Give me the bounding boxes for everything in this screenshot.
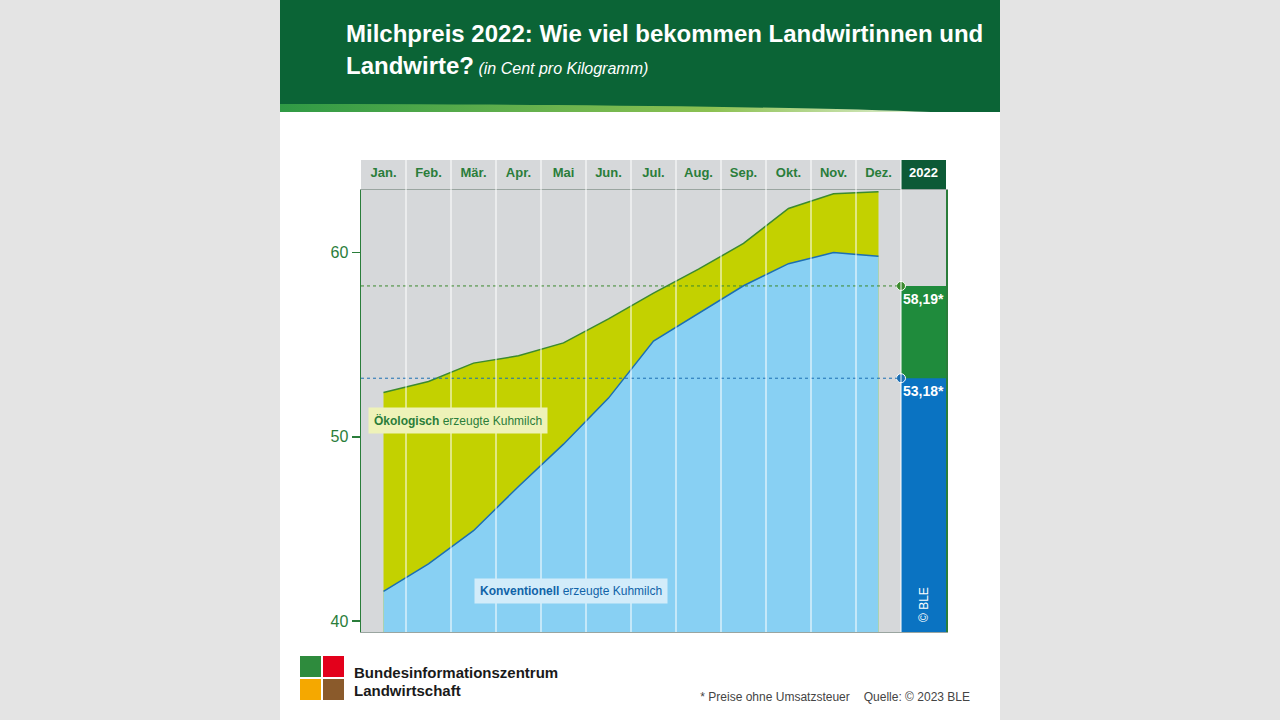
svg-text:40: 40 [331,613,349,630]
svg-text:Apr.: Apr. [506,165,531,180]
svg-text:Mai: Mai [553,165,575,180]
svg-text:© BLE: © BLE [917,587,931,622]
html-text:Bundesinformationszentrum Land: Bundesinformationszentrum Landwirtschaft [354,664,559,699]
svg-text:Mär.: Mär. [460,165,486,180]
svg-text:Dez.: Dez. [865,165,892,180]
svg-text:2022: 2022 [909,165,938,180]
html-text:Milchpreis 2022: Wie viel beko: Milchpreis 2022: Wie viel bekommen Landw… [346,20,984,79]
svg-text:Okt.: Okt. [776,165,801,180]
svg-text:60: 60 [331,244,349,261]
svg-text:Jul.: Jul. [642,165,664,180]
svg-text:Ökologisch erzeugte Kuhmilch: Ökologisch erzeugte Kuhmilch [374,413,542,428]
svg-text:Jun.: Jun. [595,165,622,180]
svg-text:Jan.: Jan. [370,165,396,180]
svg-text:Feb.: Feb. [415,165,442,180]
svg-text:50: 50 [331,428,349,445]
html-text:Quelle: © 2023 BLE: Quelle: © 2023 BLE [863,690,970,704]
svg-text:Sep.: Sep. [730,165,757,180]
svg-text:Aug.: Aug. [684,165,713,180]
html-text:* Preise ohne Umsatzsteuer: * Preise ohne Umsatzsteuer [700,690,850,704]
svg-text:53,18*: 53,18* [903,383,944,399]
svg-text:Konventionell erzeugte Kuhmilc: Konventionell erzeugte Kuhmilch [480,584,662,598]
svg-text:58,19*: 58,19* [903,291,944,307]
svg-text:Nov.: Nov. [820,165,847,180]
